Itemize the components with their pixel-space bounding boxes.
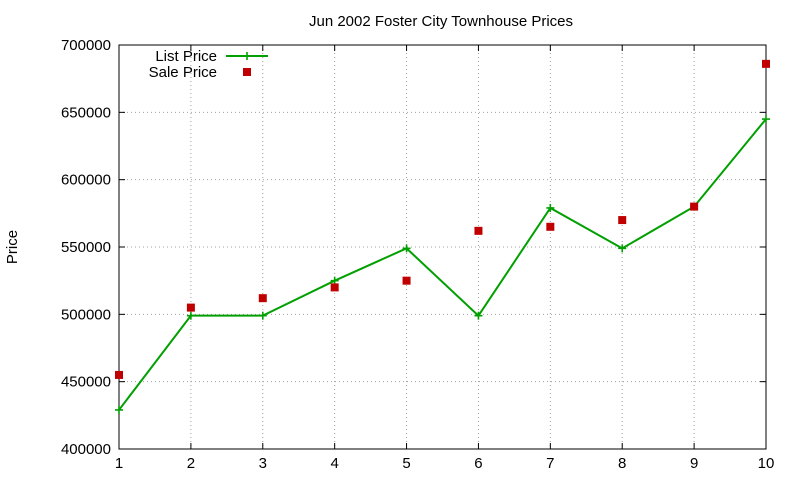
y-tick-label: 650000 [61, 104, 111, 121]
legend-marker-sale-price [243, 68, 251, 76]
legend-marker-list-price [243, 52, 251, 60]
y-tick-label: 550000 [61, 239, 111, 256]
list-price-point [762, 115, 770, 124]
x-tick-label: 10 [758, 455, 775, 472]
x-tick-label: 1 [115, 455, 123, 472]
x-tick-label: 8 [618, 455, 626, 472]
y-tick-label: 700000 [61, 37, 111, 54]
y-axis-label: Price [4, 230, 21, 264]
list-price-point [258, 311, 267, 320]
x-tick-label: 7 [546, 455, 554, 472]
list-price-point [546, 203, 555, 212]
grid-layer [119, 45, 766, 449]
plot-border [118, 44, 767, 450]
sale-price-point [402, 276, 411, 285]
y-tick-label: 600000 [61, 172, 111, 189]
list-price-point [330, 276, 339, 285]
y-tick-label: 500000 [61, 306, 111, 323]
axes-layer [118, 44, 767, 450]
sale-price-point [618, 216, 627, 225]
sale-price-point [546, 222, 555, 231]
sale-price-point [474, 226, 483, 235]
legend-label: Sale Price [149, 64, 217, 81]
x-tick-label: 9 [690, 455, 698, 472]
x-tick-label: 5 [402, 455, 410, 472]
chart-title: Jun 2002 Foster City Townhouse Prices [309, 13, 573, 30]
list-price-point [474, 311, 483, 320]
y-tick-label: 400000 [61, 441, 111, 458]
list-price-point [115, 405, 123, 414]
legend-label: List Price [155, 48, 217, 65]
sale-price-point [115, 370, 123, 379]
list-price-line [118, 118, 767, 411]
x-tick-label: 4 [330, 455, 338, 472]
series-layer [115, 59, 770, 414]
list-price-point [186, 311, 195, 320]
x-tick-label: 3 [259, 455, 267, 472]
list-price-point [402, 244, 411, 253]
x-tick-label: 6 [474, 455, 482, 472]
sale-price-point [690, 202, 699, 211]
sale-price-point [258, 294, 267, 303]
sale-price-point [762, 59, 770, 68]
y-tick-label: 450000 [61, 374, 111, 391]
x-tick-label: 2 [187, 455, 195, 472]
ticks-layer: 400000 450000 500000 550000 600000 650000 7000… [61, 37, 774, 472]
sale-price-point [330, 283, 339, 292]
list-price-point [618, 244, 627, 253]
sale-price-point [186, 303, 195, 312]
